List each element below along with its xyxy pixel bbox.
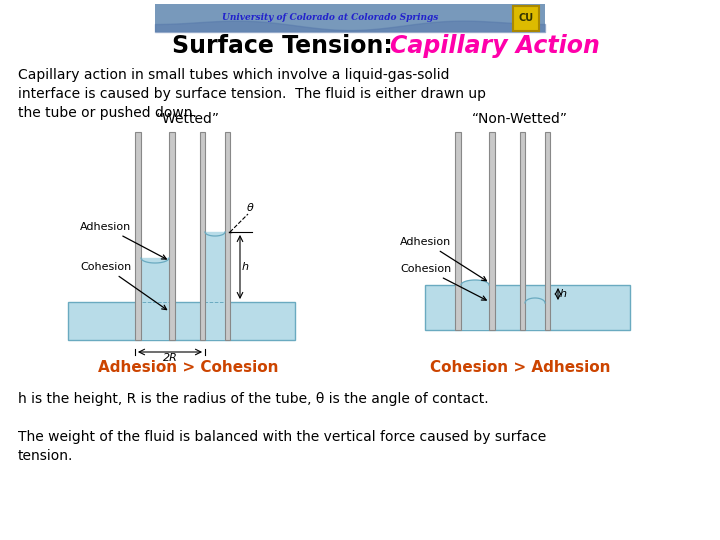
Text: h: h bbox=[242, 262, 249, 272]
Bar bbox=[461, 285, 489, 330]
Text: “Non-Wetted”: “Non-Wetted” bbox=[472, 112, 568, 126]
Bar bbox=[425, 285, 630, 330]
Bar bbox=[68, 302, 295, 340]
Text: 2R: 2R bbox=[163, 353, 177, 363]
Text: Cohesion > Adhesion: Cohesion > Adhesion bbox=[430, 361, 611, 375]
Text: Cohesion: Cohesion bbox=[80, 262, 166, 309]
Text: Cohesion: Cohesion bbox=[400, 264, 486, 300]
Text: h: h bbox=[560, 289, 567, 299]
Bar bbox=[205, 232, 225, 340]
Bar bbox=[545, 132, 550, 330]
Bar bbox=[155, 4, 545, 32]
Bar bbox=[525, 303, 545, 330]
Text: CU: CU bbox=[518, 13, 534, 23]
Bar bbox=[455, 132, 461, 330]
Text: “Wetted”: “Wetted” bbox=[156, 112, 220, 126]
Bar bbox=[200, 132, 205, 340]
Bar bbox=[169, 132, 175, 340]
Text: h is the height, R is the radius of the tube, θ is the angle of contact.: h is the height, R is the radius of the … bbox=[18, 392, 489, 406]
Bar bbox=[520, 132, 525, 330]
Text: The weight of the fluid is balanced with the vertical force caused by surface
te: The weight of the fluid is balanced with… bbox=[18, 430, 546, 463]
Bar bbox=[489, 132, 495, 330]
Text: Adhesion: Adhesion bbox=[80, 222, 166, 259]
Text: Capillary Action: Capillary Action bbox=[390, 34, 600, 58]
Text: $\theta$: $\theta$ bbox=[246, 201, 255, 213]
Bar bbox=[141, 258, 169, 340]
Text: Adhesion: Adhesion bbox=[400, 237, 487, 281]
Bar bbox=[513, 6, 539, 31]
Text: Adhesion > Cohesion: Adhesion > Cohesion bbox=[98, 361, 278, 375]
Bar bbox=[225, 132, 230, 340]
Text: Surface Tension:: Surface Tension: bbox=[172, 34, 401, 58]
Text: Capillary action in small tubes which involve a liquid-gas-solid
interface is ca: Capillary action in small tubes which in… bbox=[18, 68, 486, 120]
Text: University of Colorado at Colorado Springs: University of Colorado at Colorado Sprin… bbox=[222, 12, 438, 22]
Bar bbox=[135, 132, 141, 340]
